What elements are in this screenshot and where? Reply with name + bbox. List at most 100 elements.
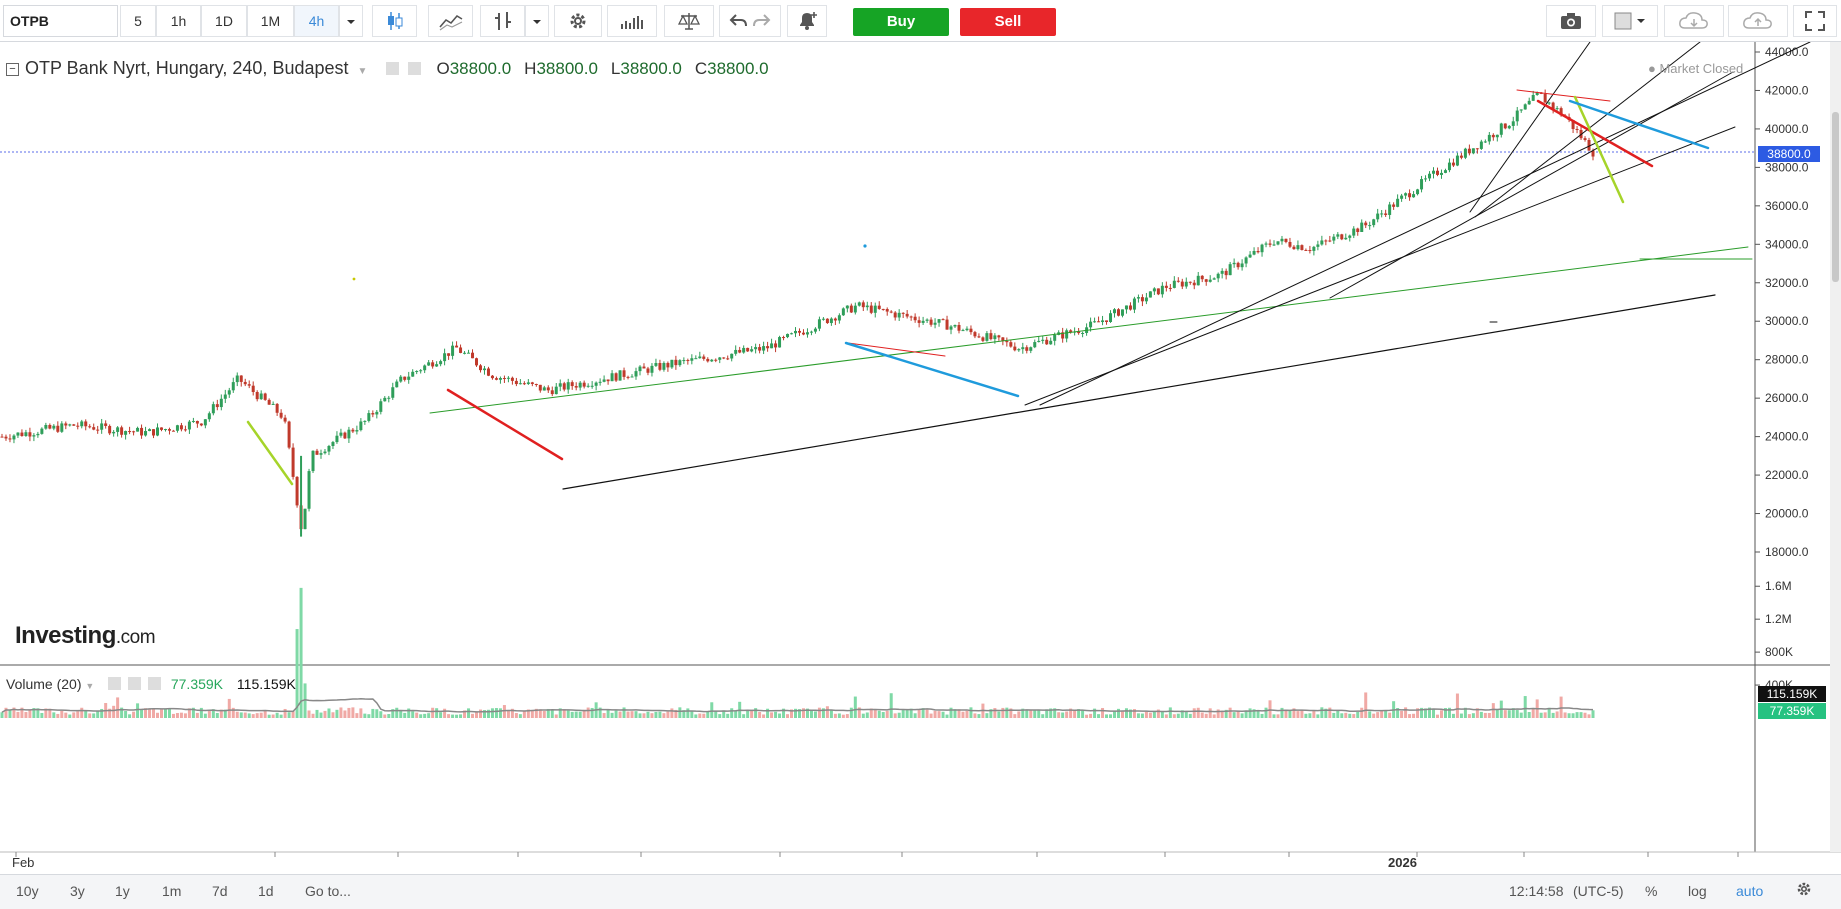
chevron-down-icon[interactable]: ▼ xyxy=(85,681,95,691)
candle-body xyxy=(1260,244,1264,253)
volume-bar xyxy=(913,713,917,718)
candle-body xyxy=(303,508,307,530)
fullscreen-icon xyxy=(1805,11,1825,31)
chevron-down-icon xyxy=(347,20,355,24)
candle-body xyxy=(156,427,160,436)
log-toggle[interactable]: log xyxy=(1688,883,1707,899)
gear-icon[interactable] xyxy=(408,62,422,75)
volume-bar xyxy=(566,710,570,718)
price-chart[interactable]: 44000.0 42000.0 40000.0 38000.0 36000.0 34000… xyxy=(0,42,1841,874)
price-tick-label: 30000.0 xyxy=(1765,314,1809,328)
candle-body xyxy=(140,427,144,436)
volume-bar xyxy=(734,710,738,718)
candle-body xyxy=(486,368,490,376)
alert-button[interactable] xyxy=(787,5,827,37)
volume-bar xyxy=(686,708,690,718)
market-status-label: Market Closed xyxy=(1659,61,1744,76)
auto-toggle[interactable]: auto xyxy=(1736,883,1764,899)
range-7d[interactable]: 7d xyxy=(212,883,228,899)
eye-icon[interactable] xyxy=(108,677,122,690)
range-10y[interactable]: 10y xyxy=(16,883,39,899)
scrollbar-thumb[interactable] xyxy=(1832,112,1839,282)
candle-body xyxy=(1049,340,1053,345)
volume-bar xyxy=(4,707,8,718)
chevron-down-icon[interactable]: ▼ xyxy=(357,66,368,77)
candles-style-button[interactable] xyxy=(372,5,417,37)
settings-button[interactable] xyxy=(554,5,602,37)
range-1y[interactable]: 1y xyxy=(115,883,130,899)
range-3y[interactable]: 3y xyxy=(70,883,85,899)
volume-bar xyxy=(247,713,251,718)
volume-bar xyxy=(1519,712,1523,718)
vertical-scrollbar[interactable] xyxy=(1830,42,1841,852)
interval-1h[interactable]: 1h xyxy=(156,5,201,37)
candle-body xyxy=(167,429,171,431)
candle-body xyxy=(973,332,977,337)
volume-bar xyxy=(857,707,861,718)
cloud-load-button[interactable] xyxy=(1664,5,1724,37)
redo-icon[interactable] xyxy=(752,11,772,31)
candle-body xyxy=(897,312,901,318)
clock-timezone[interactable]: (UTC-5) xyxy=(1573,883,1624,899)
volume-bar xyxy=(231,707,235,718)
interval-4h[interactable]: 4h xyxy=(294,5,339,37)
balance-button[interactable] xyxy=(664,5,714,37)
interval-1m[interactable]: 1M xyxy=(247,5,294,37)
interval-dropdown[interactable] xyxy=(339,5,363,37)
candle-body xyxy=(841,308,845,316)
volume-bar xyxy=(60,710,64,718)
interval-1d[interactable]: 1D xyxy=(201,5,247,37)
volume-bar xyxy=(423,713,427,718)
buy-button[interactable]: Buy xyxy=(853,8,949,36)
volume-bar xyxy=(223,709,227,718)
volume-bar xyxy=(1539,712,1543,718)
candle-body xyxy=(542,387,546,391)
close-icon[interactable] xyxy=(147,677,161,690)
volume-bar xyxy=(1475,708,1479,718)
cloud-save-button[interactable] xyxy=(1728,5,1788,37)
candle-body xyxy=(1432,170,1436,174)
volume-bar xyxy=(68,714,72,718)
candle-body xyxy=(674,359,678,366)
snapshot-button[interactable] xyxy=(1546,5,1596,37)
candle-body xyxy=(1304,249,1308,251)
interval-5[interactable]: 5 xyxy=(120,5,156,37)
candle-body xyxy=(1220,270,1224,274)
settings-gear[interactable] xyxy=(1795,880,1813,901)
gear-icon[interactable] xyxy=(128,677,142,690)
volume-bar xyxy=(1420,707,1424,718)
collapse-icon[interactable]: − xyxy=(6,63,19,76)
volume-bar xyxy=(770,712,774,718)
candle-body xyxy=(1256,250,1260,253)
volume-bar xyxy=(933,710,937,718)
volume-bar xyxy=(1021,708,1025,718)
candle-body xyxy=(634,371,638,377)
volume-bar xyxy=(76,711,80,718)
candle-body xyxy=(1152,288,1156,292)
drawing-tools-button[interactable] xyxy=(480,5,525,37)
candle-body xyxy=(1340,234,1344,240)
volume-bar xyxy=(546,708,550,718)
candle-body xyxy=(84,421,88,427)
volume-bar xyxy=(1168,707,1172,718)
layout-button[interactable] xyxy=(1602,5,1658,37)
range-1d[interactable]: 1d xyxy=(258,883,274,899)
percent-toggle[interactable]: % xyxy=(1645,883,1658,899)
indicators-button[interactable] xyxy=(428,5,473,37)
fullscreen-button[interactable] xyxy=(1793,5,1837,37)
sell-button[interactable]: Sell xyxy=(960,8,1056,36)
range-1m[interactable]: 1m xyxy=(162,883,182,899)
eye-icon[interactable] xyxy=(386,62,400,75)
candle-body xyxy=(28,432,32,437)
undo-icon[interactable] xyxy=(728,11,748,31)
goto-button[interactable]: Go to... xyxy=(305,883,351,899)
candle-body xyxy=(730,353,734,359)
candle-body xyxy=(40,428,44,434)
candle-body xyxy=(1236,262,1240,268)
volume-bar xyxy=(989,709,993,718)
drawing-dropdown[interactable] xyxy=(525,5,549,37)
chart-area[interactable]: 44000.0 42000.0 40000.0 38000.0 36000.0 34000… xyxy=(0,42,1841,874)
volume-bar xyxy=(526,709,530,718)
symbol-input[interactable]: OTPB xyxy=(3,5,118,37)
compare-button[interactable] xyxy=(607,5,657,37)
